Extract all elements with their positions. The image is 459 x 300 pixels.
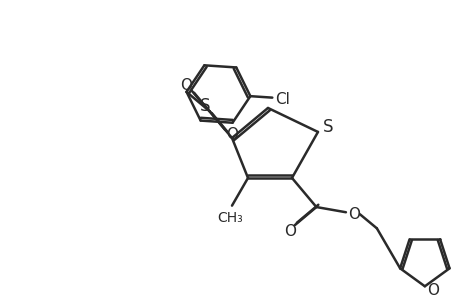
Text: O: O	[283, 224, 295, 238]
Text: S: S	[200, 97, 210, 115]
Text: S: S	[322, 118, 332, 136]
Text: CH₃: CH₃	[217, 211, 242, 225]
Text: O: O	[225, 127, 237, 142]
Text: O: O	[179, 78, 192, 93]
Text: O: O	[347, 207, 359, 222]
Text: Cl: Cl	[274, 92, 289, 107]
Text: O: O	[426, 283, 438, 298]
